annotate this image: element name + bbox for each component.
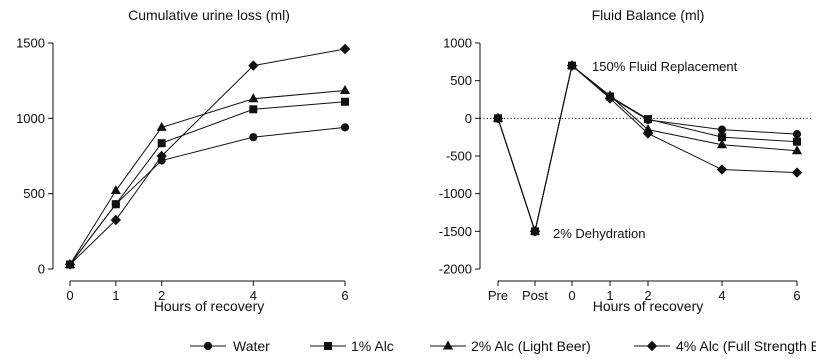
data-point-urine-loss-4-alc-full-strength-beer-6 [339,43,351,55]
x-tick-label-urine-loss-1: 1 [112,288,119,303]
series-line-fluid-balance-1-alc [497,64,798,234]
data-point-fluid-balance-water-4 [717,125,727,134]
x-tick-label-fluid-balance-0: 0 [568,288,575,303]
data-point-urine-loss-2-alc-light-beer-1 [110,185,121,195]
legend-label-water: Water [233,338,270,354]
y-tick-label-fluid-balance-500: 500 [450,73,472,88]
x-axis-label-urine-loss: Hours of recovery [154,298,264,314]
y-tick-label-urine-loss-0: 0 [38,262,45,277]
x-tick-label-fluid-balance-2: 2 [644,288,651,303]
data-point-fluid-balance-1-alc-2 [644,115,652,124]
x-tick-label-urine-loss-4: 4 [250,288,257,303]
data-point-urine-loss-2-alc-light-beer-2 [156,121,167,131]
data-point-fluid-balance-water-6 [792,130,802,139]
x-tick-label-urine-loss-2: 2 [158,288,165,303]
legend-circle-marker-water [203,341,213,351]
data-point-urine-loss-4-alc-full-strength-beer-1 [110,214,122,226]
y-tick-label-fluid-balance-0: 0 [465,111,472,126]
data-point-urine-loss-4-alc-full-strength-beer-4 [248,60,259,71]
series-line-urine-loss-4-alc-full-strength-beer [69,48,346,265]
series-line-urine-loss-water [69,126,346,265]
x-tick-label-fluid-balance-post: Post [522,288,548,303]
legend-label-2-alc-light-beer: 2% Alc (Light Beer) [471,338,591,354]
data-point-fluid-balance-1-alc-6 [793,137,801,146]
y-tick-label-fluid-balance-500: -500 [446,149,472,164]
data-point-fluid-balance-4-alc-full-strength-beer-pre [492,113,504,124]
legend-label-1-alc: 1% Alc [351,338,394,354]
data-point-urine-loss-1-alc-6 [341,97,349,106]
y-tick-label-urine-loss-1500: 1500 [16,36,45,51]
data-point-urine-loss-1-alc-1 [111,200,120,209]
cumulative-urine-loss-chart: Cumulative urine loss (ml) Hours of reco… [16,7,351,314]
series-line-urine-loss-2-alc-light-beer [69,89,346,265]
x-tick-label-fluid-balance-pre: Pre [488,288,508,303]
data-point-fluid-balance-4-alc-full-strength-beer-1 [604,93,616,104]
fluid-balance-chart: Fluid Balance (ml) Hours of recovery 150… [439,7,812,314]
data-point-fluid-balance-2-alc-light-beer-4 [716,139,728,149]
legend-triangle-marker-2-alc-light-beer [442,340,454,350]
annotation-fluid-replacement: 150% Fluid Replacement [592,59,738,74]
x-tick-label-fluid-balance-6: 6 [793,288,800,303]
data-point-urine-loss-water-6 [340,123,350,132]
data-point-fluid-balance-4-alc-full-strength-beer-6 [791,167,803,178]
annotation-dehydration: 2% Dehydration [553,226,646,241]
x-tick-label-urine-loss-6: 6 [341,288,348,303]
legend: Water 1% Alc 2% Alc (Light Beer) 4% Alc (Fu… [190,338,816,354]
series-line-fluid-balance-4-alc-full-strength-beer [497,64,798,234]
legend-diamond-marker-4-alc-full-strength-beer [646,340,658,352]
y-tick-label-fluid-balance-2000: -2000 [439,262,472,277]
x-tick-label-fluid-balance-1: 1 [606,288,613,303]
series-line-fluid-balance-water [497,64,798,234]
data-point-urine-loss-1-alc-2 [157,139,166,148]
series-line-fluid-balance-2-alc-light-beer [497,64,798,234]
data-point-urine-loss-2-alc-light-beer-4 [248,93,259,103]
data-point-urine-loss-1-alc-4 [249,105,258,114]
x-tick-label-fluid-balance-4: 4 [718,288,725,303]
data-point-fluid-balance-4-alc-full-strength-beer-4 [716,164,728,175]
y-tick-label-fluid-balance-1500: -1500 [439,224,472,239]
data-point-urine-loss-water-4 [249,133,258,142]
y-tick-label-fluid-balance-1000: 1000 [443,36,472,51]
data-point-urine-loss-4-alc-full-strength-beer-2 [156,150,167,162]
data-point-fluid-balance-4-alc-full-strength-beer-0 [566,60,578,71]
y-tick-label-urine-loss-500: 500 [23,186,45,201]
y-tick-label-fluid-balance-1000: -1000 [439,186,472,201]
legend-label-4-alc-full-strength-beer: 4% Alc (Full Strength Beer) [676,338,816,354]
x-axis-label-fluid-balance: Hours of recovery [593,298,703,314]
data-point-urine-loss-4-alc-full-strength-beer-0 [64,259,76,270]
data-point-urine-loss-2-alc-light-beer-6 [339,84,351,94]
data-point-fluid-balance-4-alc-full-strength-beer-post [529,226,541,237]
legend-square-marker-1-alc [324,342,332,350]
series-line-urine-loss-1-alc [69,101,346,265]
chart-title-fluid-balance: Fluid Balance (ml) [592,7,705,23]
chart-title-urine-loss: Cumulative urine loss (ml) [128,7,290,23]
y-tick-label-urine-loss-1000: 1000 [16,111,45,126]
x-tick-label-urine-loss-0: 0 [66,288,73,303]
data-point-fluid-balance-4-alc-full-strength-beer-2 [642,128,654,139]
data-point-fluid-balance-2-alc-light-beer-6 [791,145,803,155]
